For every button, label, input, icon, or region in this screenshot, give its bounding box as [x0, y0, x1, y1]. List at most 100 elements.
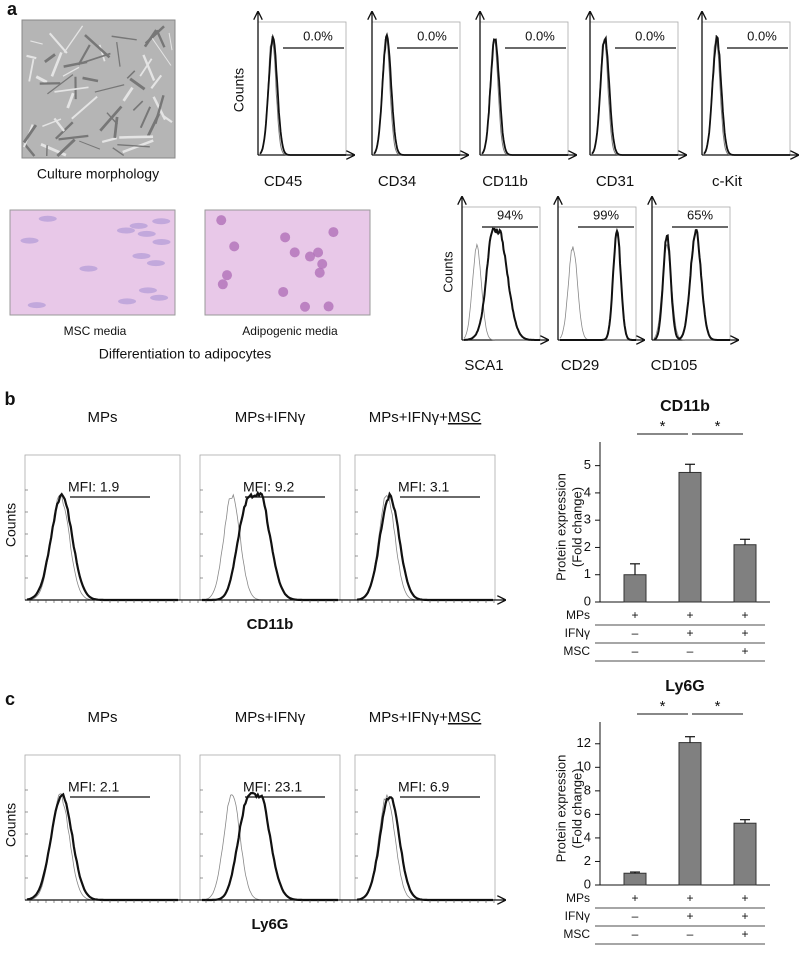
error-bar	[630, 871, 640, 874]
stained-cell	[280, 232, 291, 243]
cell-texture	[150, 74, 163, 89]
row-mark: +	[741, 927, 748, 941]
cell-texture	[54, 86, 89, 93]
cell-texture	[28, 58, 35, 82]
image-caption: Adipogenic media	[242, 324, 338, 338]
mfi-label: MFI: 23.1	[243, 779, 302, 795]
cell-texture	[84, 34, 111, 59]
stained-cell	[317, 259, 328, 270]
cell-texture	[56, 138, 76, 158]
histogram-curve	[653, 229, 730, 341]
condition-underlined: MSC	[448, 409, 482, 426]
y-tick-label: 8	[584, 782, 591, 797]
marker-label: CD29	[561, 357, 599, 374]
stained-cell	[216, 215, 227, 226]
histogram-curve	[703, 35, 790, 156]
cell-texture	[161, 114, 173, 124]
chart-title: CD11b	[660, 398, 710, 415]
row-mark: +	[686, 626, 693, 640]
mfi-label: MFI: 3.1	[398, 479, 450, 495]
percent-label: 94%	[497, 207, 523, 222]
cell-texture	[142, 54, 156, 81]
condition-text: MPs+IFNγ+	[369, 709, 448, 726]
stained-cell	[132, 252, 151, 259]
cell-texture	[168, 32, 173, 51]
y-axis-label: Protein expression	[553, 473, 568, 581]
cell-texture	[30, 40, 43, 45]
histogram-curve	[481, 39, 568, 156]
cell-texture	[122, 86, 134, 102]
axis-label: Ly6G	[252, 916, 289, 933]
histogram-curve	[464, 227, 540, 341]
row-mark: +	[741, 891, 748, 905]
histogram-curve	[356, 491, 493, 602]
cell-texture	[151, 38, 172, 66]
percent-label: 0.0%	[525, 28, 555, 43]
cell-texture	[126, 70, 136, 79]
stained-cell	[217, 279, 228, 290]
panel-label: b	[5, 389, 16, 409]
row-mark: +	[686, 909, 693, 923]
stained-cell	[146, 260, 165, 267]
histogram-frame	[354, 454, 496, 601]
stained-cell	[289, 247, 300, 258]
percent-label: 0.0%	[635, 28, 665, 43]
stained-cell	[27, 302, 46, 309]
histogram-frame	[199, 754, 341, 901]
bar	[678, 742, 702, 886]
stained-cell	[138, 287, 157, 294]
error-bar	[685, 736, 695, 743]
condition-text: MPs+IFNγ+	[369, 409, 448, 426]
histogram-curve	[26, 492, 178, 602]
cell-texture	[81, 52, 111, 64]
stain-image	[204, 209, 371, 316]
cell-texture	[113, 116, 119, 139]
stained-cell	[305, 251, 316, 262]
cell-texture	[111, 35, 137, 41]
histogram-frame	[24, 754, 181, 901]
cell-texture	[63, 25, 84, 53]
cell-texture	[35, 75, 48, 84]
row-mark: +	[631, 608, 638, 622]
condition-title: MPs+IFNγ+MSC	[369, 409, 482, 426]
histogram-curve	[560, 227, 636, 341]
cell-texture	[44, 53, 56, 64]
image-caption: Differentiation to adipocytes	[99, 346, 272, 362]
histogram-curve	[591, 35, 678, 156]
y-tick-label: 0	[584, 593, 591, 608]
marker-label: CD11b	[482, 173, 528, 190]
row-mark: –	[632, 626, 639, 640]
y-axis-label: Protein expression	[553, 755, 568, 863]
stained-cell	[229, 241, 240, 252]
cell-texture	[77, 44, 91, 66]
y-tick-label: 12	[577, 735, 591, 750]
histogram-curve	[201, 794, 338, 901]
cell-texture	[62, 66, 80, 77]
row-mark: –	[632, 909, 639, 923]
cell-texture	[101, 137, 117, 144]
stained-cell	[313, 247, 324, 258]
stained-cell	[152, 218, 171, 225]
row-label: MSC	[563, 927, 590, 941]
histogram-curve	[356, 796, 493, 902]
histogram-curve	[26, 792, 178, 902]
axis-label: Counts	[231, 68, 247, 112]
cell-texture	[79, 140, 101, 150]
histogram-curve	[201, 493, 338, 601]
panel-label: c	[5, 689, 15, 709]
marker-label: CD34	[378, 173, 416, 190]
histogram-curve	[259, 36, 346, 156]
row-label: MSC	[563, 644, 590, 658]
row-mark: +	[741, 608, 748, 622]
row-mark: –	[632, 927, 639, 941]
row-mark: –	[687, 644, 694, 658]
error-bar	[685, 463, 695, 473]
stained-cell	[278, 286, 289, 297]
y-tick-label: 2	[584, 539, 591, 554]
axis-label: Counts	[3, 503, 19, 547]
stained-cell	[152, 239, 171, 246]
significance-label: *	[660, 418, 666, 435]
row-label: MPs	[566, 891, 590, 905]
y-axis-label: (Fold change)	[569, 487, 584, 567]
cell-texture	[116, 41, 121, 67]
